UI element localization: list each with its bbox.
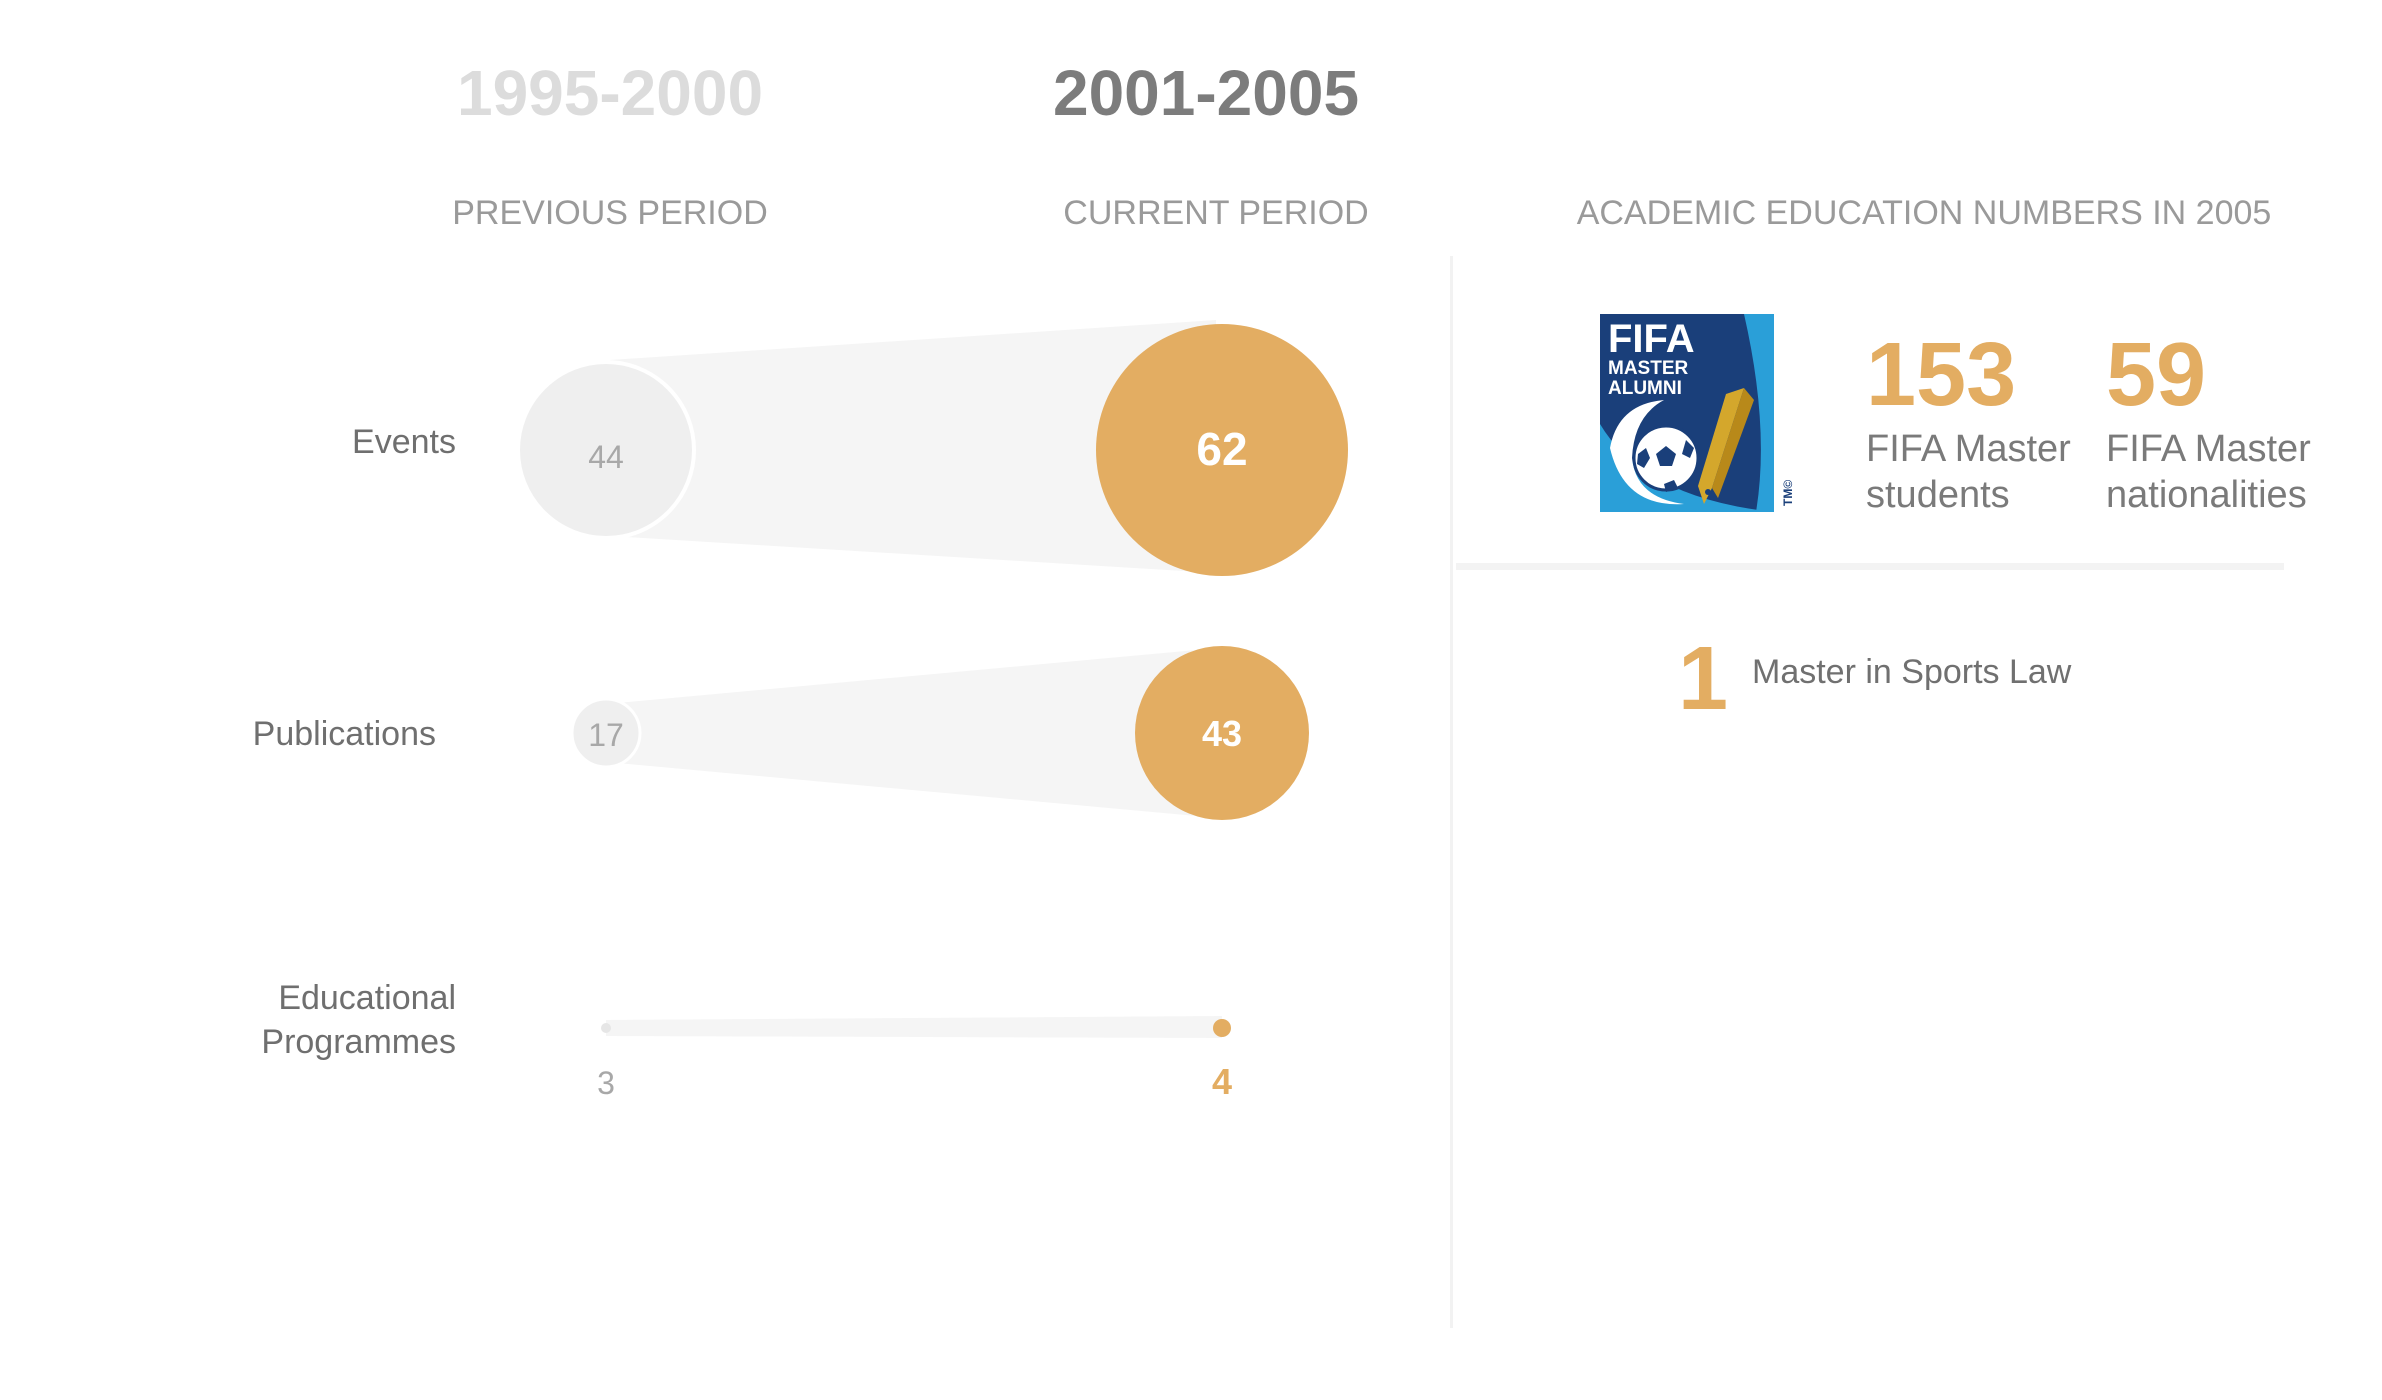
logo-text-fifa: FIFA — [1608, 317, 1695, 361]
logo-text-alumni: ALUMNI — [1608, 378, 1682, 399]
academic-heading: ACADEMIC EDUCATION NUMBERS IN 2005 — [1576, 194, 2272, 232]
logo-text-tm: TM© — [1781, 480, 1794, 506]
stat-nationalities-label: FIFA Master nationalities — [2106, 426, 2311, 518]
current-period-label: CURRENT PERIOD — [1063, 194, 1369, 232]
programmes-previous-value: 3 — [597, 1065, 615, 1101]
events-current-circle — [1096, 324, 1348, 576]
stat-students-label-line1: FIFA Master — [1866, 428, 2071, 470]
publications-current-circle — [1135, 646, 1309, 820]
vertical-divider — [1450, 256, 1453, 1328]
events-comparison: 44 62 — [516, 320, 1348, 576]
programmes-comparison: 3 4 — [597, 1016, 1232, 1102]
logo-text-master: MASTER — [1608, 358, 1689, 379]
row-label-publications: Publications — [252, 715, 436, 753]
publications-current-value: 43 — [1202, 713, 1242, 754]
previous-period-years: 1995-2000 — [456, 57, 764, 129]
row-label-programmes-line2: Programmes — [261, 1023, 456, 1061]
row-label-programmes-line1: Educational — [278, 979, 456, 1017]
fifa-master-alumni-logo: FIFA MASTER ALUMNI TM© — [1598, 312, 1794, 512]
row-label-events: Events — [352, 423, 456, 461]
stat-students-label-line2: students — [1866, 474, 2010, 516]
publications-comparison: 17 43 — [570, 646, 1309, 820]
publications-previous-circle — [570, 697, 642, 769]
law-master-label: Master in Sports Law — [1752, 653, 2072, 691]
programmes-previous-dot — [601, 1023, 611, 1033]
stat-nationalities-label-line2: nationalities — [2106, 474, 2307, 516]
current-period-years: 2001-2005 — [1052, 57, 1360, 129]
programmes-current-value: 4 — [1212, 1061, 1232, 1102]
stat-students-label: FIFA Master students — [1866, 426, 2071, 518]
programmes-current-dot — [1213, 1019, 1231, 1037]
stat-students-number: 153 — [1866, 325, 2017, 425]
publications-previous-value: 17 — [588, 717, 624, 753]
period-comparison-graphic: 44 62 17 43 3 4 — [516, 320, 1348, 1102]
stat-nationalities-number: 59 — [2106, 325, 2207, 425]
row-label-programmes: Educational Programmes — [56, 976, 456, 1064]
stat-students: 153 FIFA Master students — [1866, 330, 2071, 518]
events-current-value: 62 — [1196, 423, 1247, 475]
previous-period-label: PREVIOUS PERIOD — [452, 194, 768, 232]
events-previous-value: 44 — [588, 439, 624, 475]
stat-nationalities-label-line1: FIFA Master — [2106, 428, 2311, 470]
events-cone — [610, 320, 1216, 573]
stat-nationalities: 59 FIFA Master nationalities — [2106, 330, 2311, 518]
events-previous-circle — [516, 360, 696, 540]
horizontal-divider — [1456, 563, 2284, 570]
publications-cone — [606, 648, 1218, 818]
law-master-number: 1 — [1678, 629, 1729, 729]
programmes-cone — [606, 1016, 1222, 1038]
